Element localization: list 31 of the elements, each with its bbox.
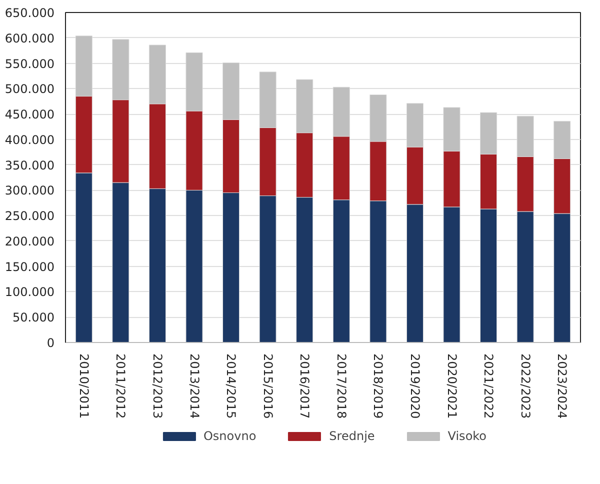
x-tick-label: 2018/2019 (371, 354, 386, 419)
x-tick-label: 2010/2011 (76, 354, 91, 419)
x-tick-label: 2019/2020 (408, 354, 422, 419)
x-tick-label: 2011/2012 (114, 354, 128, 419)
x-tick-label: 2013/2014 (187, 354, 202, 419)
y-tick-label: 550.000 (4, 56, 54, 71)
y-tick-label: 600.000 (4, 31, 54, 46)
y-tick-label: 100.000 (4, 285, 54, 300)
x-tick-label: 2017/2018 (334, 354, 348, 419)
x-tick-label: 2021/2022 (482, 354, 496, 419)
y-tick-label: 200.000 (4, 234, 54, 248)
y-tick-label: 500.000 (4, 82, 54, 96)
x-tick-label: 2014/2015 (224, 354, 238, 419)
x-tick-label: 2015/2016 (260, 354, 275, 419)
y-tick-label: 300.000 (4, 184, 54, 198)
y-tick-label: 400.000 (4, 132, 54, 147)
y-tick-label: 250.000 (4, 209, 54, 224)
legend-label: Osnovno (203, 429, 256, 443)
y-tick-label: 50.000 (12, 310, 55, 325)
y-tick-label: 650.000 (4, 6, 54, 20)
x-tick-label: 2016/2017 (298, 354, 312, 419)
x-tick-label: 2023/2024 (555, 354, 570, 419)
x-tick-label: 2022/2023 (518, 354, 532, 419)
y-tick-label: 450.000 (4, 108, 54, 122)
y-tick-label: 150.000 (4, 260, 54, 274)
y-tick-label: 350.000 (4, 158, 54, 172)
y-tick-label: 0 (46, 336, 55, 350)
x-tick-label: 2020/2021 (444, 354, 459, 419)
legend-label: Srednje (329, 429, 375, 443)
x-tick-label: 2012/2013 (150, 354, 164, 419)
legend-label: Visoko (448, 429, 487, 443)
